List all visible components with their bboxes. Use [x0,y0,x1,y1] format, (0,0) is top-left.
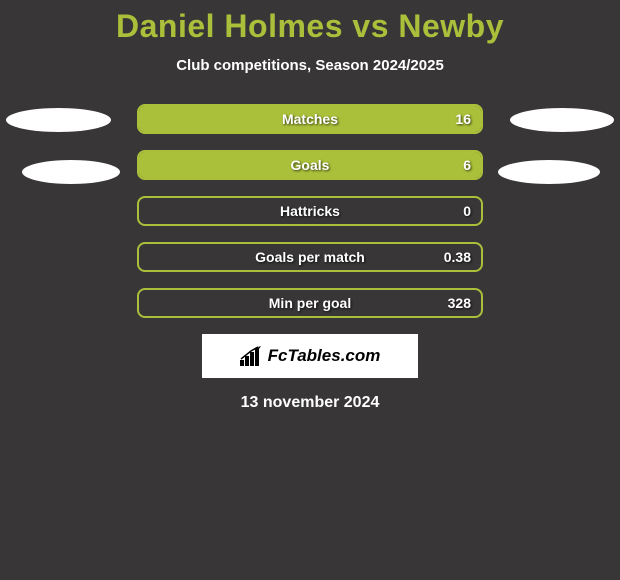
page-title: Daniel Holmes vs Newby [0,8,620,45]
bar-value: 0.38 [444,249,471,265]
placeholder-ellipse [6,108,111,132]
stat-bar: Hattricks 0 [137,196,483,226]
bar-label: Hattricks [280,203,340,219]
date-text: 13 november 2024 [0,394,620,412]
bar-label: Matches [282,111,338,127]
stat-bar: Goals per match 0.38 [137,242,483,272]
bar-label: Goals [291,157,330,173]
stat-bar: Min per goal 328 [137,288,483,318]
chart-bars-icon [240,346,264,366]
bars-container: Matches 16 Goals 6 Hattricks 0 Goals per match… [137,104,483,318]
stat-bar: Goals 6 [137,150,483,180]
logo-text: FcTables.com [268,346,381,366]
placeholder-ellipse [498,160,600,184]
bar-value: 328 [448,295,471,311]
bar-label: Min per goal [269,295,351,311]
stat-bar: Matches 16 [137,104,483,134]
bar-value: 0 [463,203,471,219]
bar-value: 16 [455,111,471,127]
logo-box: FcTables.com [202,334,418,378]
bar-label: Goals per match [255,249,365,265]
bar-value: 6 [463,157,471,173]
placeholder-ellipse [22,160,120,184]
placeholder-ellipse [510,108,614,132]
chart-area: Matches 16 Goals 6 Hattricks 0 Goals per match… [0,104,620,318]
subtitle: Club competitions, Season 2024/2025 [0,57,620,74]
